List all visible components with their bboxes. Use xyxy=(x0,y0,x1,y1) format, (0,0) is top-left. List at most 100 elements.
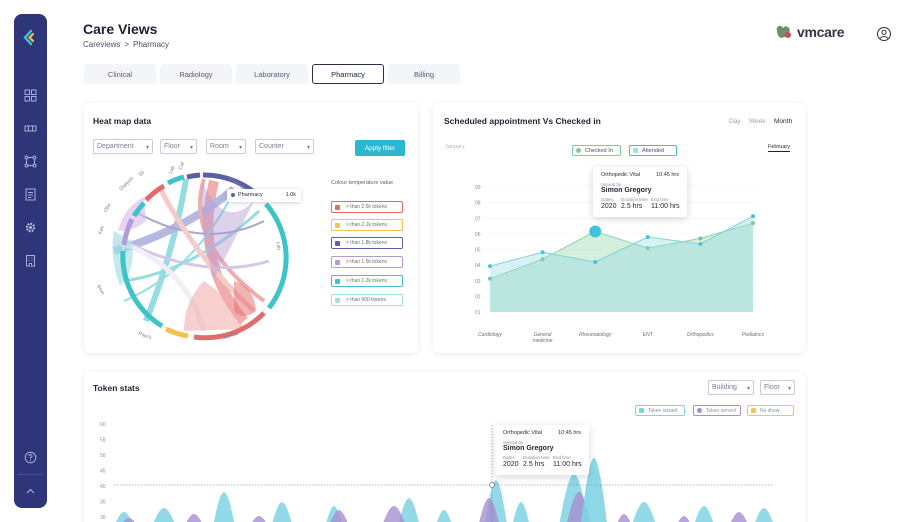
legend-token-issued[interactable]: Token issued xyxy=(635,405,685,416)
x-tick-label: General xyxy=(534,332,553,338)
month-february[interactable]: February xyxy=(768,144,791,152)
period-week[interactable]: Week xyxy=(749,118,766,125)
chip-checked-in[interactable]: Checked In xyxy=(572,145,621,156)
tab-clinical[interactable]: Clinical xyxy=(84,64,156,84)
y-tick-label: 60 xyxy=(100,422,106,428)
chip-dot xyxy=(576,148,581,153)
sidebar xyxy=(14,14,47,508)
tooltip-name: Simon Gregory xyxy=(503,445,554,452)
token-chart: 6055504540353025 xyxy=(100,422,774,522)
legend-item[interactable]: > than 1.8k tokens xyxy=(331,237,403,249)
dashboard-icon[interactable] xyxy=(23,88,38,103)
tooltip-year: Dates 2020 xyxy=(503,455,519,468)
chip-attended[interactable]: Attended xyxy=(629,145,677,156)
tab-radiology[interactable]: Radiology xyxy=(160,64,232,84)
list-icon[interactable] xyxy=(23,187,38,202)
tab-pharmacy[interactable]: Pharmacy xyxy=(312,64,384,84)
legend-item[interactable]: > than 2.5k tokens xyxy=(331,201,403,213)
legend-swatch xyxy=(335,298,340,303)
period-day[interactable]: Day xyxy=(729,118,741,125)
legend-token-served[interactable]: Token served xyxy=(693,405,741,416)
x-tick-label: ENT xyxy=(643,332,654,338)
help-icon[interactable] xyxy=(23,450,38,465)
legend-item[interactable]: > than 900 tokens xyxy=(331,294,403,306)
chevron-down-icon: ▾ xyxy=(238,145,242,151)
highlight-point xyxy=(589,225,602,238)
legend-item[interactable]: > than 2.1k tokens xyxy=(331,219,403,231)
department-select[interactable]: Department ▾ xyxy=(93,139,153,154)
floor-select[interactable]: Floor ▾ xyxy=(760,380,795,395)
data-point xyxy=(540,257,545,262)
tooltip-time: 10:45 hrs xyxy=(656,172,679,178)
chevron-down-icon: ▾ xyxy=(746,386,750,392)
token-stats-card: Token stats Building ▾ Floor ▾ Token issue… xyxy=(84,372,805,522)
chip-dot xyxy=(697,408,702,413)
arc-label: Lab xyxy=(274,241,282,251)
y-tick-label: 01 xyxy=(475,310,481,316)
legend-swatch xyxy=(335,205,340,210)
token-issued-area xyxy=(116,474,773,522)
user-icon[interactable] xyxy=(876,26,892,42)
tooltip-served-by-label: Served by xyxy=(503,440,524,445)
legend-item[interactable]: > than 1.5k tokens xyxy=(331,256,403,268)
data-point xyxy=(698,241,703,246)
legend-swatch xyxy=(335,260,340,265)
y-tick-label: 09 xyxy=(475,185,481,191)
y-tick-label: 05 xyxy=(475,248,481,254)
building-select[interactable]: Building ▾ xyxy=(708,380,754,395)
tooltip-department: Orthopedic Vital xyxy=(503,430,543,436)
token-tooltip: Orthopedic Vital 10:45 hrs Served by Sim… xyxy=(495,425,589,475)
counter-select[interactable]: Counter ▾ xyxy=(255,139,314,154)
brand-mark-icon xyxy=(776,25,791,38)
beds-icon[interactable] xyxy=(23,121,38,136)
data-point xyxy=(488,276,492,281)
month-january[interactable]: January xyxy=(445,144,465,150)
chip-dot xyxy=(751,408,756,413)
x-tick-label: medicine xyxy=(533,338,553,344)
data-point xyxy=(698,236,703,241)
data-point xyxy=(645,235,650,239)
y-tick-label: 40 xyxy=(100,484,106,490)
tooltip-label: Pharmacy xyxy=(238,192,263,198)
tooltip-name: Simon Gregory xyxy=(601,187,652,194)
chevron-down-icon: ▾ xyxy=(189,145,193,151)
brand-logo: vmcare xyxy=(775,22,861,42)
series-line xyxy=(489,222,754,280)
tooltip-duration: Duration time 2.5 hrs xyxy=(523,455,550,468)
tooltip-department: Orthopedic Vital xyxy=(601,172,641,178)
apply-filter-button[interactable]: Apply filter xyxy=(355,140,405,156)
sidebar-divider xyxy=(18,474,43,475)
breadcrumb-careviews[interactable]: Careviews xyxy=(83,40,121,49)
building-icon[interactable] xyxy=(23,253,38,268)
legend-swatch xyxy=(335,223,340,228)
series-line xyxy=(489,215,754,267)
logo-icon[interactable] xyxy=(22,29,39,46)
floor-select[interactable]: Floor ▾ xyxy=(160,139,197,154)
period-month[interactable]: Month xyxy=(774,118,793,125)
tooltip-duration: Duration time 2.5 hrs xyxy=(621,197,648,210)
room-select[interactable]: Room ▾ xyxy=(206,139,246,154)
legend-title: Colour temperature value xyxy=(331,180,394,186)
token-issued-peak xyxy=(581,458,607,522)
y-tick-label: 07 xyxy=(475,216,481,222)
tab-laboratory[interactable]: Laboratory xyxy=(236,64,308,84)
legend-item[interactable]: > than 1.2k tokens xyxy=(331,275,403,287)
settings-icon[interactable] xyxy=(23,220,38,235)
chevron-up-icon[interactable] xyxy=(23,484,38,499)
x-tick-label: Cardiology xyxy=(478,332,502,338)
x-tick-label: Pediatrics xyxy=(742,332,764,338)
network-icon[interactable] xyxy=(23,154,38,169)
legend-no-show[interactable]: No show xyxy=(747,405,794,416)
tooltip-served-by-label: Served by xyxy=(601,182,622,187)
data-point xyxy=(488,264,492,269)
series-area xyxy=(490,216,753,312)
tab-billing[interactable]: Billing xyxy=(388,64,460,84)
chord-tooltip: Pharmacy 1.0k xyxy=(227,189,301,202)
chip-dot xyxy=(639,408,644,413)
breadcrumb-pharmacy: Pharmacy xyxy=(133,40,170,49)
y-tick-label: 50 xyxy=(100,453,106,459)
legend-swatch xyxy=(335,241,340,246)
chevron-down-icon: ▾ xyxy=(145,145,149,151)
chip-dot xyxy=(633,148,638,153)
appointments-chart: 09 08 07 06 05 04 03 02 01 Cardiology Generalmedic… xyxy=(475,185,764,344)
